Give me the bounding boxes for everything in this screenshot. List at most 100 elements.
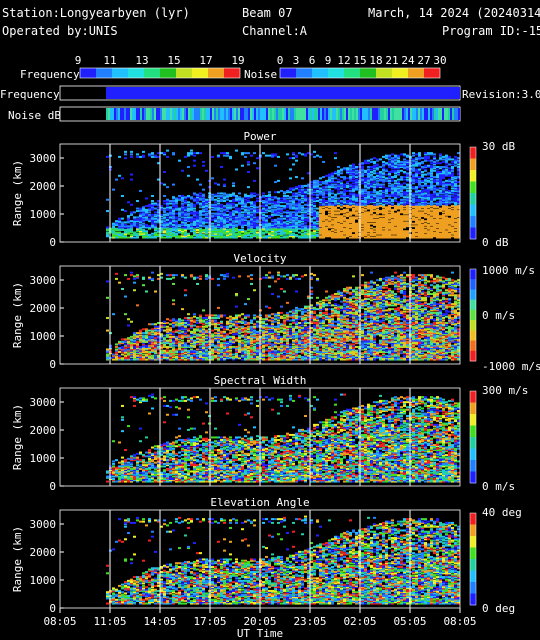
heatmap-cell — [178, 225, 181, 228]
heatmap-cell — [187, 216, 190, 219]
heatmap-cell — [316, 227, 319, 230]
heatmap-cell — [304, 236, 307, 239]
heatmap-cell — [397, 231, 400, 234]
heatmap-cell — [169, 230, 172, 233]
heatmap-cell — [148, 323, 151, 326]
noise-bar-segment — [126, 108, 128, 120]
heatmap-cell — [433, 206, 436, 209]
heatmap-cell — [322, 198, 325, 201]
heatmap-cell — [172, 211, 175, 214]
heatmap-cell — [277, 228, 280, 231]
heatmap-cell — [436, 232, 439, 235]
heatmap-cell — [277, 221, 280, 224]
heatmap-cell — [346, 181, 349, 184]
heatmap-cell — [307, 216, 310, 219]
heatmap-cell — [187, 334, 190, 337]
heatmap-cell — [439, 216, 442, 219]
heatmap-cell — [451, 221, 454, 224]
heatmap-cell — [397, 189, 400, 192]
heatmap-cell — [433, 163, 436, 166]
heatmap-cell — [448, 192, 451, 195]
heatmap-cell — [406, 221, 409, 224]
heatmap-cell — [427, 181, 430, 184]
heatmap-cell — [385, 221, 388, 224]
heatmap-cell — [418, 162, 421, 165]
heatmap-cell — [232, 200, 235, 202]
heatmap-cell — [400, 194, 403, 197]
heatmap-cell — [139, 348, 142, 351]
heatmap-cell — [442, 235, 445, 238]
heatmap-cell — [187, 319, 190, 322]
heatmap-cell — [319, 232, 322, 235]
noise-bar-segment — [404, 108, 406, 120]
heatmap-cell — [166, 335, 169, 338]
heatmap-cell — [160, 220, 163, 223]
heatmap-cell — [322, 212, 325, 215]
heatmap-cell — [148, 154, 151, 157]
heatmap-cell — [130, 274, 133, 277]
heatmap-cell — [328, 194, 331, 197]
heatmap-cell — [136, 347, 139, 350]
heatmap-cell — [343, 211, 346, 214]
heatmap-cell — [202, 343, 205, 346]
heatmap-cell — [163, 338, 166, 341]
heatmap-cell — [433, 196, 436, 199]
heatmap-cell — [265, 225, 268, 228]
heatmap-cell — [343, 177, 346, 180]
heatmap-cell — [286, 153, 289, 156]
heatmap-cell — [142, 338, 145, 341]
heatmap-cell — [355, 235, 358, 238]
heatmap-cell — [319, 177, 322, 180]
heatmap-cell — [439, 187, 442, 190]
heatmap-cell — [355, 208, 358, 211]
heatmap-cell — [361, 162, 364, 165]
heatmap-cell — [217, 223, 220, 226]
heatmap-cell — [346, 177, 349, 180]
heatmap-cell — [310, 227, 313, 230]
heatmap-cell — [376, 200, 379, 202]
heatmap-cell — [433, 157, 436, 160]
heatmap-cell — [448, 213, 451, 216]
heatmap-cell — [457, 218, 460, 221]
heatmap-cell — [271, 213, 274, 216]
heatmap-cell — [256, 221, 259, 224]
heatmap-cell — [184, 349, 187, 352]
heatmap-cell — [451, 230, 454, 233]
heatmap-cell — [319, 228, 322, 231]
heatmap-cell — [328, 234, 331, 237]
heatmap-cell — [130, 343, 133, 346]
heatmap-cell — [367, 228, 370, 231]
heatmap-cell — [457, 176, 460, 179]
noise-bar-segment — [158, 108, 160, 120]
heatmap-cell — [205, 218, 208, 221]
heatmap-cell — [400, 178, 403, 181]
noise-bar-segment — [288, 108, 290, 120]
heatmap-cell — [457, 211, 460, 214]
heatmap-cell — [310, 221, 313, 224]
heatmap-cell — [244, 196, 247, 199]
heatmap-cell — [433, 231, 436, 234]
heatmap-cell — [163, 329, 166, 332]
heatmap-cell — [136, 235, 139, 238]
heatmap-cell — [229, 217, 232, 220]
heatmap-cell — [178, 212, 181, 215]
heatmap-cell — [157, 215, 160, 218]
noise-bar-segment — [286, 108, 288, 120]
heatmap-cell — [145, 353, 148, 356]
heatmap-cell — [289, 217, 292, 220]
noise-bar-segment — [366, 108, 368, 120]
heatmap-cell — [349, 202, 352, 205]
heatmap-cell — [439, 225, 442, 228]
heatmap-cell — [334, 212, 337, 215]
heatmap-cell — [193, 218, 196, 221]
heatmap-cell — [157, 203, 160, 206]
heatmap-cell — [418, 223, 421, 226]
heatmap-cell — [199, 220, 202, 223]
heatmap-cell — [262, 192, 265, 195]
heatmap-cell — [424, 234, 427, 237]
heatmap-cell — [403, 192, 406, 195]
heatmap-cell — [418, 172, 421, 175]
heatmap-cell — [175, 201, 178, 204]
heatmap-cell — [127, 324, 130, 327]
heatmap-cell — [388, 227, 391, 230]
